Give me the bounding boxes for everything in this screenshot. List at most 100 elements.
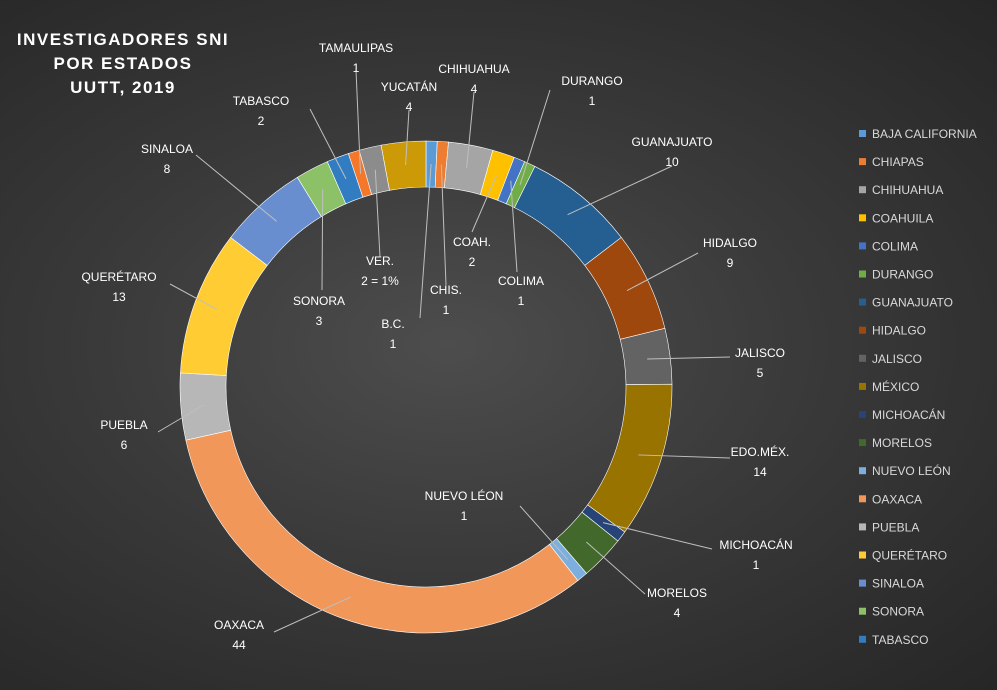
- legend-swatch-baja-california: [859, 130, 866, 137]
- data-label-name-puebla: PUEBLA: [100, 418, 147, 432]
- legend-label-chihuahua: CHIHUAHUA: [872, 183, 943, 197]
- data-label-name-sinaloa: SINALOA: [141, 142, 193, 156]
- leader-line-guanajuato: [567, 165, 673, 216]
- legend-item-tabasco: TABASCO: [859, 633, 928, 647]
- chart-title-line-3: UUTT, 2019: [70, 78, 176, 97]
- legend-item-michoacan: MICHOACÁN: [859, 407, 945, 422]
- data-label-name-nuevo-leon: NUEVO LÉON: [425, 488, 504, 503]
- legend-item-jalisco: JALISCO: [859, 352, 922, 366]
- slice-yucatan: [380, 140, 427, 191]
- legend-swatch-morelos: [859, 439, 866, 447]
- data-label-name-tamaulipas: TAMAULIPAS: [319, 41, 393, 55]
- data-label-value-baja-california: 1: [390, 337, 397, 351]
- legend-swatch-jalisco: [859, 354, 866, 362]
- legend: BAJA CALIFORNIA CHIAPAS CHIHUAHUA COAHUILA C…: [859, 127, 977, 647]
- legend-label-sonora: SONORA: [872, 605, 924, 619]
- legend-item-mexico: MÉXICO: [859, 379, 919, 394]
- legend-swatch-durango: [859, 270, 866, 278]
- doughnut-slices: [179, 140, 673, 634]
- legend-swatch-tabasco: [859, 635, 866, 643]
- legend-item-morelos: MORELOS: [859, 436, 932, 450]
- data-label-name-michoacan: MICHOACÁN: [719, 537, 792, 552]
- data-label-value-chiapas: 1: [443, 303, 450, 317]
- data-label-name-durango: DURANGO: [561, 74, 622, 88]
- leader-line-michoacan: [602, 522, 713, 550]
- data-label-value-nuevo-leon: 1: [461, 509, 468, 523]
- data-label-value-mexico: 14: [753, 465, 767, 479]
- legend-label-coahuila: COAHUILA: [872, 211, 933, 225]
- leader-line-tabasco: [309, 108, 347, 180]
- leader-line-chihuahua: [466, 91, 475, 168]
- slice-queretaro: [180, 237, 268, 376]
- data-label-value-hidalgo: 9: [727, 256, 734, 270]
- legend-swatch-queretaro: [859, 551, 866, 559]
- leader-line-jalisco: [647, 356, 731, 360]
- data-label-value-morelos: 4: [674, 606, 681, 620]
- leader-line-sonora: [321, 189, 324, 291]
- legend-item-sinaloa: SINALOA: [859, 577, 924, 591]
- data-label-name-mexico: EDO.MÉX.: [731, 444, 790, 459]
- legend-item-nuevo-leon: NUEVO LEÓN: [859, 463, 951, 478]
- legend-swatch-hidalgo: [859, 326, 866, 334]
- leader-line-tamaulipas: [355, 69, 362, 174]
- data-label-name-queretaro: QUERÉTARO: [81, 269, 156, 284]
- data-label-value-puebla: 6: [121, 438, 128, 452]
- data-label-value-tamaulipas: 1: [353, 61, 360, 75]
- data-label-name-chiapas: CHIS.: [430, 283, 462, 297]
- data-label-value-chihuahua: 4: [471, 82, 478, 96]
- chart-title: INVESTIGADORES SNI POR ESTADOS UUTT, 201…: [17, 30, 228, 97]
- legend-label-chiapas: CHIAPAS: [872, 155, 924, 169]
- leader-line-mexico: [638, 454, 731, 459]
- legend-label-tabasco: TABASCO: [872, 633, 928, 647]
- legend-label-oaxaca: OAXACA: [872, 492, 922, 506]
- data-label-value-sonora: 3: [316, 314, 323, 328]
- legend-swatch-nuevo-leon: [859, 467, 866, 475]
- data-label-value-guanajuato: 10: [665, 155, 679, 169]
- legend-item-queretaro: QUERÉTARO: [859, 548, 947, 563]
- leader-line-colima: [510, 180, 518, 273]
- legend-swatch-chihuahua: [859, 186, 866, 194]
- data-label-name-yucatan: YUCATÁN: [381, 79, 437, 94]
- data-label-value-coahuila: 2: [469, 255, 476, 269]
- legend-swatch-guanajuato: [859, 298, 866, 306]
- legend-swatch-puebla: [859, 523, 866, 531]
- slice-oaxaca: [185, 429, 579, 634]
- data-label-value-colima: 1: [518, 294, 525, 308]
- data-label-name-guanajuato: GUANAJUATO: [632, 135, 713, 149]
- leader-line-nuevo-leon: [519, 505, 568, 560]
- legend-swatch-sinaloa: [859, 579, 866, 587]
- leader-line-oaxaca: [273, 596, 352, 633]
- legend-swatch-chiapas: [859, 158, 866, 166]
- legend-label-guanajuato: GUANAJUATO: [872, 296, 953, 310]
- data-label-value-jalisco: 5: [757, 366, 764, 380]
- data-label-name-colima: COLIMA: [498, 274, 544, 288]
- legend-label-jalisco: JALISCO: [872, 352, 922, 366]
- legend-item-oaxaca: OAXACA: [859, 492, 922, 506]
- legend-item-sonora: SONORA: [859, 605, 924, 619]
- leader-line-sinaloa: [195, 154, 277, 222]
- data-label-name-hidalgo: HIDALGO: [703, 236, 757, 250]
- leader-line-hidalgo: [626, 252, 699, 292]
- leader-line-yucatan: [405, 109, 410, 165]
- leader-line-baja-california: [419, 164, 432, 319]
- legend-label-hidalgo: HIDALGO: [872, 324, 926, 338]
- data-label-value-durango: 1: [589, 94, 596, 108]
- data-label-name-tabasco: TABASCO: [233, 94, 289, 108]
- leader-line-chiapas: [440, 164, 447, 286]
- leader-line-morelos: [586, 541, 646, 595]
- legend-label-mexico: MÉXICO: [872, 379, 919, 394]
- legend-swatch-mexico: [859, 382, 866, 390]
- label-leader-lines: [157, 69, 731, 633]
- data-label-name-chihuahua: CHIHUAHUA: [438, 62, 509, 76]
- data-label-name-baja-california: B.C.: [381, 317, 404, 331]
- data-label-name-oaxaca: OAXACA: [214, 618, 264, 632]
- legend-label-queretaro: QUERÉTARO: [872, 548, 947, 563]
- data-label-value-michoacan: 1: [753, 558, 760, 572]
- data-label-name-veracruz: VER.: [366, 254, 394, 268]
- data-label-name-morelos: MORELOS: [647, 586, 707, 600]
- legend-item-chihuahua: CHIHUAHUA: [859, 183, 943, 197]
- legend-label-puebla: PUEBLA: [872, 520, 919, 534]
- legend-swatch-colima: [859, 242, 866, 250]
- data-labels: B.C. 1 CHIS. 1 CHIHUAHUA 4 COAH. 2 COLIMA 1 DURANG…: [81, 41, 792, 652]
